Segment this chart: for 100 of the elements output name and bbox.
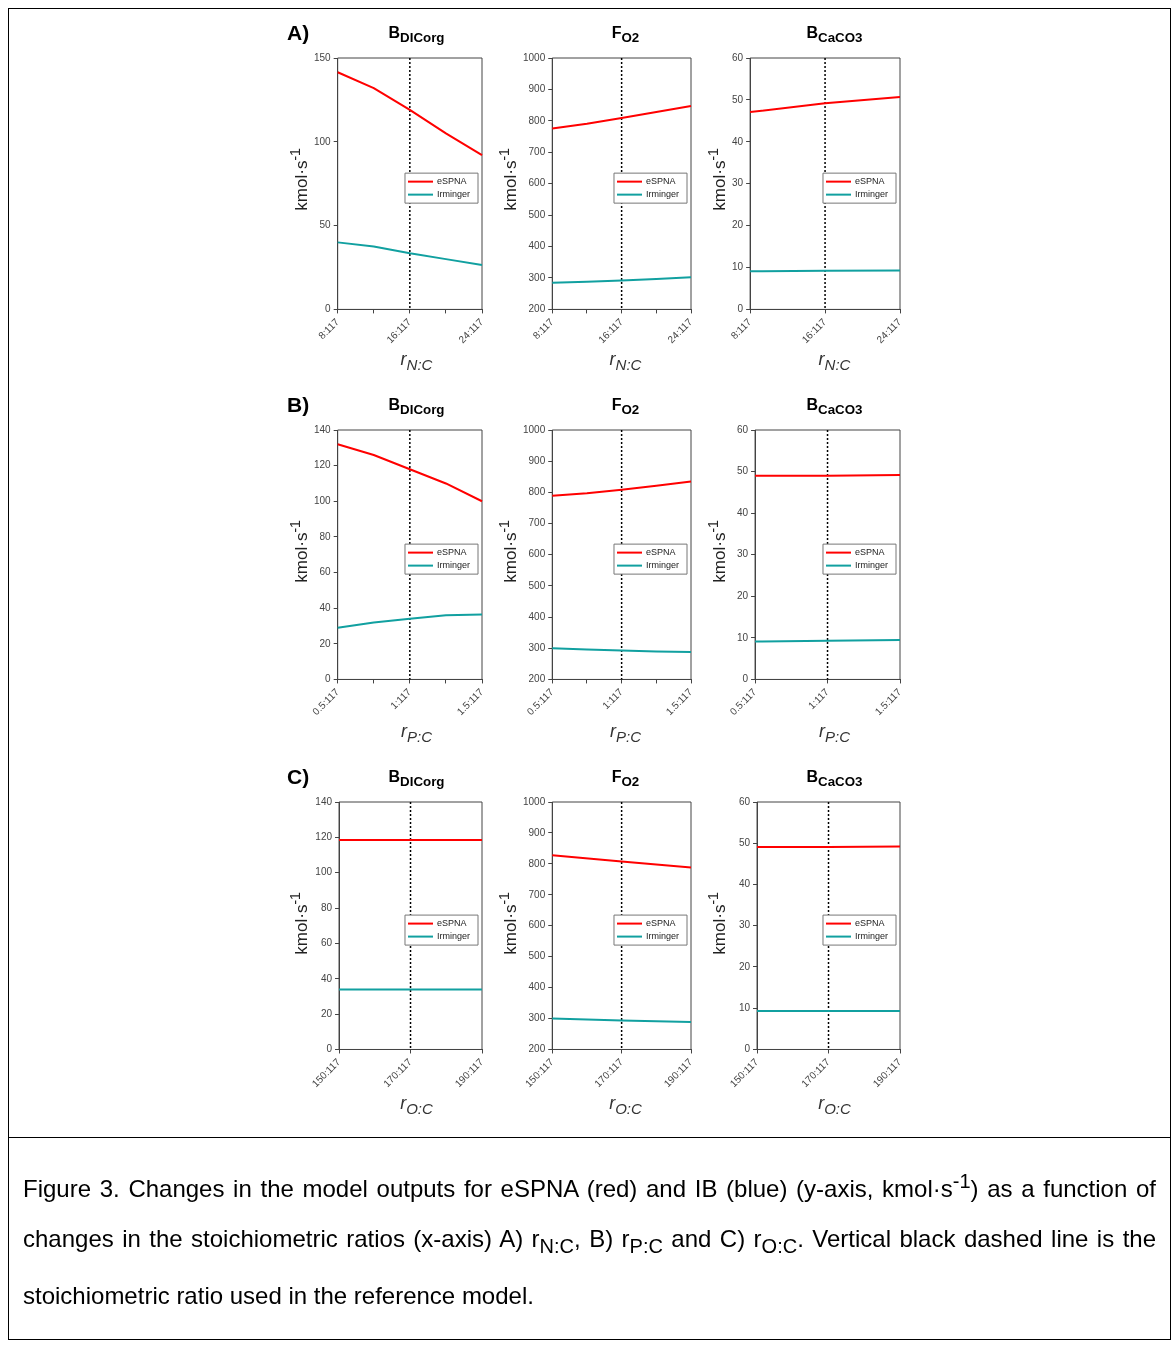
y-tick-label: 50 [738, 837, 751, 848]
y-tick-label: 700 [528, 888, 546, 900]
legend-label: Irminger [854, 560, 889, 571]
y-tick-label: 100 [314, 135, 332, 147]
x-axis-title: r$_{P:C}$ [400, 721, 433, 745]
y-tick-label: 500 [528, 208, 546, 220]
y-tick-label: 50 [319, 219, 332, 231]
chart-title: B$_{CaCO3}$ [805, 395, 864, 420]
y-tick-label: 1000 [523, 51, 546, 63]
text: Figure 3. Changes in the model outputs for eSPNA (red) and IB (blue) (y-axis, kmol·s$^{-1}$) as a function of changes in the stoichiometric ratios (x-axis) A) r$_{N:C}$, B) r$_{P:C}$ and C) r$_{O:C}$. Vertical black dashed line is the stoichiometric ratio used in the reference model. [23, 1170, 1157, 1309]
x-axis-title: r$_{O:C}$ [817, 1093, 852, 1117]
y-tick-label: 80 [320, 901, 333, 913]
y-tick-label: 60 [319, 566, 332, 578]
y-tick-label: 600 [528, 919, 546, 931]
y-tick-label: 150 [314, 51, 332, 63]
y-tick-label: 800 [528, 486, 546, 498]
text: C) [287, 765, 310, 789]
legend-label: eSPNA [645, 176, 676, 187]
legend-label: eSPNA [645, 547, 676, 558]
y-tick-label: 20 [732, 219, 744, 231]
text: B) [287, 393, 310, 417]
y-tick-label: 900 [528, 83, 546, 95]
y-tick-label: 400 [528, 981, 546, 993]
y-tick-label: 60 [736, 423, 749, 435]
y-tick-label: 0 [326, 1043, 333, 1055]
chart-title: B$_{CaCO3}$ [805, 23, 864, 48]
y-tick-label: 40 [738, 878, 751, 890]
legend-label: Irminger [436, 560, 471, 571]
chart-title: F$_{O2}$ [610, 23, 641, 48]
legend-label: eSPNA [436, 176, 467, 187]
legend-label: Irminger [854, 189, 889, 200]
x-axis-title: r$_{N:C}$ [817, 349, 852, 373]
y-tick-label: 700 [528, 517, 546, 529]
chart-title: B$_{DICorg}$ [388, 768, 445, 790]
y-tick-label: 400 [528, 610, 546, 622]
y-tick-label: 0 [737, 303, 744, 315]
y-tick-label: 30 [736, 548, 749, 560]
chart-title: B$_{DICorg}$ [388, 396, 445, 418]
y-tick-label: 100 [315, 866, 333, 878]
y-tick-label: 200 [528, 303, 546, 315]
text: A) [287, 21, 310, 45]
y-tick-label: 300 [528, 642, 546, 654]
y-tick-label: 60 [320, 937, 333, 949]
chart-title: F$_{O2}$ [610, 767, 641, 792]
y-tick-label: 300 [528, 1012, 546, 1024]
legend-label: Irminger [645, 931, 680, 942]
y-tick-label: 300 [528, 271, 546, 283]
y-tick-label: 1000 [523, 795, 546, 807]
y-tick-label: 200 [528, 673, 546, 685]
y-tick-label: 50 [732, 93, 744, 105]
y-tick-label: 800 [528, 114, 546, 126]
y-tick-label: 100 [314, 495, 332, 507]
legend-label: Irminger [436, 189, 471, 200]
x-axis-title: r$_{O:C}$ [399, 1093, 434, 1117]
y-tick-label: 700 [528, 146, 546, 158]
y-tick-label: 900 [528, 826, 546, 838]
legend-label: eSPNA [854, 918, 885, 929]
y-tick-label: 80 [319, 530, 332, 542]
y-tick-label: 20 [319, 637, 332, 649]
y-tick-label: 500 [528, 950, 546, 962]
y-tick-label: 40 [732, 135, 744, 147]
y-tick-label: 0 [742, 673, 749, 685]
y-tick-label: 120 [315, 831, 333, 843]
y-tick-label: 40 [319, 601, 332, 613]
x-axis-title: r$_{N:C}$ [399, 349, 434, 373]
chart-title: B$_{CaCO3}$ [805, 767, 864, 792]
y-tick-label: 900 [528, 454, 546, 466]
x-axis-title: r$_{P:C}$ [609, 721, 642, 745]
legend-label: Irminger [645, 189, 680, 200]
y-tick-label: 10 [736, 631, 749, 643]
y-tick-label: 1000 [523, 423, 546, 435]
legend-label: Irminger [854, 931, 889, 942]
legend-label: eSPNA [645, 918, 676, 929]
y-tick-label: 20 [736, 590, 749, 602]
legend-label: Irminger [436, 931, 471, 942]
y-tick-label: 140 [314, 423, 332, 435]
y-tick-label: 50 [736, 465, 749, 477]
y-tick-label: 10 [732, 261, 744, 273]
y-tick-label: 40 [736, 506, 749, 518]
y-tick-label: 800 [528, 857, 546, 869]
y-tick-label: 60 [732, 51, 744, 63]
x-axis-title: r$_{O:C}$ [608, 1093, 643, 1117]
x-axis-title: r$_{N:C}$ [608, 349, 643, 373]
y-tick-label: 140 [315, 795, 333, 807]
y-tick-label: 30 [738, 919, 751, 931]
y-tick-label: 20 [738, 960, 751, 972]
y-tick-label: 500 [528, 579, 546, 591]
legend-label: eSPNA [436, 547, 467, 558]
chart-title: B$_{DICorg}$ [388, 24, 445, 46]
legend-label: eSPNA [854, 176, 885, 187]
y-tick-label: 400 [528, 240, 546, 252]
y-tick-label: 0 [325, 673, 332, 685]
chart-title: F$_{O2}$ [610, 395, 641, 420]
y-tick-label: 600 [528, 177, 546, 189]
y-tick-label: 60 [738, 795, 751, 807]
y-tick-label: 10 [738, 1001, 751, 1013]
y-tick-label: 20 [320, 1007, 333, 1019]
y-tick-label: 120 [314, 459, 332, 471]
y-tick-label: 0 [744, 1043, 751, 1055]
y-tick-label: 600 [528, 548, 546, 560]
